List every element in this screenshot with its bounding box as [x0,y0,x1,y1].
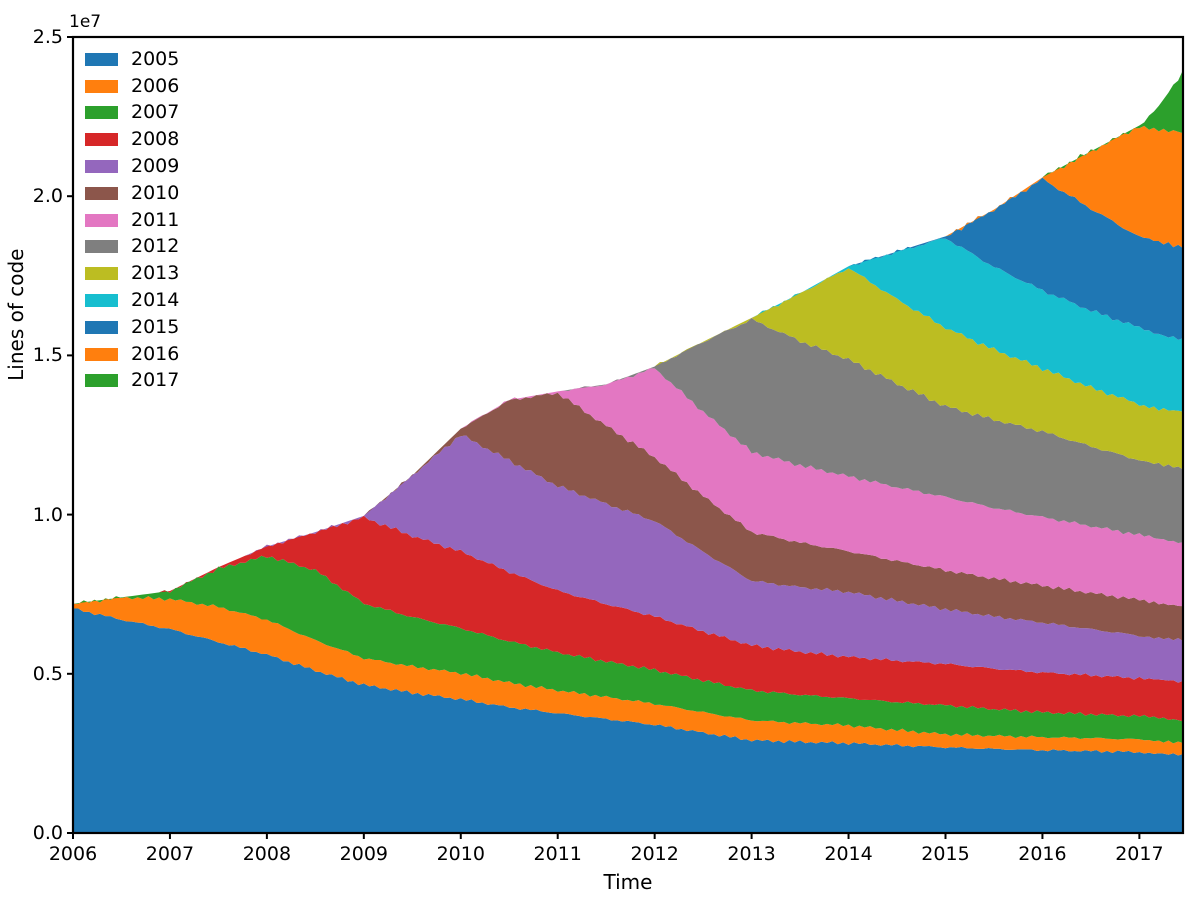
legend-item-2014: 2014 [85,287,179,314]
y-tick-label-0.5: 0.5 [32,662,63,685]
area-layer-2005 [73,608,1183,833]
legend-label-2007: 2007 [131,101,180,124]
legend-item-2011: 2011 [85,207,179,234]
area-layer-2016 [73,125,1183,604]
y-tick-label-0.0: 0.0 [32,822,63,844]
x-tick-label-2017: 2017 [1115,843,1164,865]
x-tick-label-2010: 2010 [436,843,485,865]
legend-label-2015: 2015 [131,315,180,338]
legend-item-2017: 2017 [85,368,179,395]
legend-item-2015: 2015 [85,314,179,341]
x-tick-label-2012: 2012 [630,843,679,865]
x-axis-label: Time [603,870,653,894]
area-layer-2012 [73,317,1183,604]
legend-swatch-2012 [85,240,118,254]
legend-label-2010: 2010 [131,181,180,204]
legend-swatch-2005 [85,52,118,66]
x-tick-label-2007: 2007 [145,843,195,865]
legend-item-2008: 2008 [85,126,179,153]
y-tick-label-2.0: 2.0 [32,185,63,208]
legend-item-2013: 2013 [85,260,179,287]
legend-swatch-2017 [85,374,118,388]
area-layer-2008 [73,515,1183,722]
legend-swatch-2008 [85,133,118,147]
area-layer-2011 [73,368,1183,607]
legend-swatch-2009 [85,160,118,174]
area-layer-2010 [73,392,1183,641]
y-axis-offset-text: 1e7 [69,12,102,32]
legend-item-2006: 2006 [85,73,179,100]
x-tick-label-2015: 2015 [921,843,970,865]
legend-label-2009: 2009 [131,155,180,178]
legend-label-2006: 2006 [131,74,180,97]
y-tick-label-2.5: 2.5 [32,26,63,48]
legend-swatch-2010 [85,186,118,200]
legend-item-2016: 2016 [85,341,179,368]
legend-label-2005: 2005 [131,47,180,70]
legend-swatch-2006 [85,79,118,93]
x-tick-label-2008: 2008 [242,843,292,865]
axes-spines [71,35,1185,835]
area-layer-2015 [73,177,1183,604]
x-tick-label-2014: 2014 [824,843,873,865]
x-tick-label-2016: 2016 [1018,843,1067,865]
area-layer-2013 [73,268,1183,604]
area-layer-2009 [73,435,1183,683]
y-tick-label-1.0: 1.0 [32,503,63,526]
legend-label-2011: 2011 [131,208,180,231]
legend-swatch-2013 [85,267,118,281]
legend-label-2014: 2014 [131,289,180,312]
x-tick-label-2011: 2011 [533,843,582,865]
area-layer-2006 [73,596,1183,756]
x-tick-label-2006: 2006 [48,843,98,865]
legend-label-2012: 2012 [131,235,180,258]
x-tick-label-2013: 2013 [727,843,776,865]
legend-label-2008: 2008 [131,128,180,151]
legend-swatch-2007 [85,106,118,120]
legend-swatch-2015 [85,320,118,334]
legend-item-2005: 2005 [85,46,179,73]
legend: 2005 2006 2007 2008 2009 2010 2011 2012 2013 2014… [85,46,179,394]
legend-label-2017: 2017 [131,369,180,392]
legend-label-2016: 2016 [131,342,180,365]
y-tick-label-1.5: 1.5 [32,344,63,367]
legend-swatch-2011 [85,213,118,227]
legend-item-2010: 2010 [85,180,179,207]
legend-item-2007: 2007 [85,100,179,127]
legend-label-2013: 2013 [131,262,180,285]
x-tick-label-2009: 2009 [339,843,389,865]
legend-item-2009: 2009 [85,153,179,180]
legend-swatch-2014 [85,294,118,308]
legend-item-2012: 2012 [85,234,179,261]
area-layer-2007 [73,555,1183,744]
axis-ticks [67,36,1141,839]
legend-swatch-2016 [85,347,118,361]
